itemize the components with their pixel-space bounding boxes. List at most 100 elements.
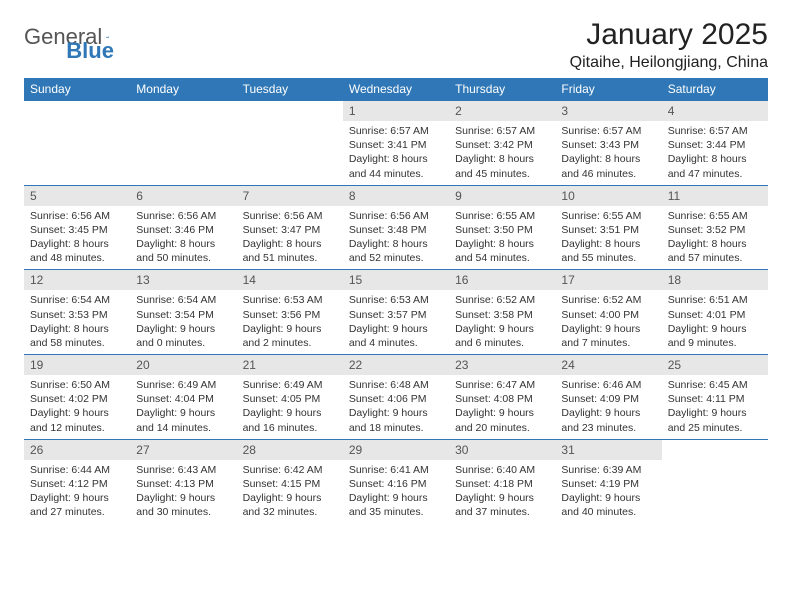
day-number: 31 xyxy=(555,440,661,460)
col-sunday: Sunday xyxy=(24,78,130,101)
calendar-day-cell: 30Sunrise: 6:40 AMSunset: 4:18 PMDayligh… xyxy=(449,439,555,523)
calendar-day-cell: 17Sunrise: 6:52 AMSunset: 4:00 PMDayligh… xyxy=(555,270,661,355)
day-number: 13 xyxy=(130,270,236,290)
day-info: Sunrise: 6:55 AMSunset: 3:50 PMDaylight:… xyxy=(449,206,555,270)
day-info: Sunrise: 6:54 AMSunset: 3:54 PMDaylight:… xyxy=(130,290,236,354)
day-number xyxy=(237,101,343,121)
day-info: Sunrise: 6:53 AMSunset: 3:56 PMDaylight:… xyxy=(237,290,343,354)
calendar-day-cell: 19Sunrise: 6:50 AMSunset: 4:02 PMDayligh… xyxy=(24,355,130,440)
calendar-day-cell: 26Sunrise: 6:44 AMSunset: 4:12 PMDayligh… xyxy=(24,439,130,523)
col-monday: Monday xyxy=(130,78,236,101)
day-number: 4 xyxy=(662,101,768,121)
calendar-day-cell: 6Sunrise: 6:56 AMSunset: 3:46 PMDaylight… xyxy=(130,185,236,270)
day-info: Sunrise: 6:49 AMSunset: 4:04 PMDaylight:… xyxy=(130,375,236,439)
day-info: Sunrise: 6:51 AMSunset: 4:01 PMDaylight:… xyxy=(662,290,768,354)
day-number: 9 xyxy=(449,186,555,206)
day-number: 12 xyxy=(24,270,130,290)
day-info: Sunrise: 6:46 AMSunset: 4:09 PMDaylight:… xyxy=(555,375,661,439)
day-info: Sunrise: 6:40 AMSunset: 4:18 PMDaylight:… xyxy=(449,460,555,524)
header: General Blue January 2025 Qitaihe, Heilo… xyxy=(24,18,768,72)
day-info: Sunrise: 6:56 AMSunset: 3:46 PMDaylight:… xyxy=(130,206,236,270)
day-number: 11 xyxy=(662,186,768,206)
day-number: 5 xyxy=(24,186,130,206)
calendar-day-cell: 15Sunrise: 6:53 AMSunset: 3:57 PMDayligh… xyxy=(343,270,449,355)
calendar-day-cell: 8Sunrise: 6:56 AMSunset: 3:48 PMDaylight… xyxy=(343,185,449,270)
day-info: Sunrise: 6:42 AMSunset: 4:15 PMDaylight:… xyxy=(237,460,343,524)
weekday-header-row: Sunday Monday Tuesday Wednesday Thursday… xyxy=(24,78,768,101)
day-info: Sunrise: 6:50 AMSunset: 4:02 PMDaylight:… xyxy=(24,375,130,439)
day-number: 28 xyxy=(237,440,343,460)
day-info: Sunrise: 6:55 AMSunset: 3:52 PMDaylight:… xyxy=(662,206,768,270)
day-info: Sunrise: 6:44 AMSunset: 4:12 PMDaylight:… xyxy=(24,460,130,524)
calendar-day-cell: 27Sunrise: 6:43 AMSunset: 4:13 PMDayligh… xyxy=(130,439,236,523)
day-number: 20 xyxy=(130,355,236,375)
calendar-page: General Blue January 2025 Qitaihe, Heilo… xyxy=(0,0,792,523)
day-info: Sunrise: 6:41 AMSunset: 4:16 PMDaylight:… xyxy=(343,460,449,524)
day-number: 30 xyxy=(449,440,555,460)
day-number: 25 xyxy=(662,355,768,375)
day-number: 17 xyxy=(555,270,661,290)
calendar-day-cell: 24Sunrise: 6:46 AMSunset: 4:09 PMDayligh… xyxy=(555,355,661,440)
calendar-day-cell: 14Sunrise: 6:53 AMSunset: 3:56 PMDayligh… xyxy=(237,270,343,355)
day-number: 22 xyxy=(343,355,449,375)
calendar-week-row: 1Sunrise: 6:57 AMSunset: 3:41 PMDaylight… xyxy=(24,101,768,186)
page-subtitle: Qitaihe, Heilongjiang, China xyxy=(570,54,768,72)
day-info: Sunrise: 6:55 AMSunset: 3:51 PMDaylight:… xyxy=(555,206,661,270)
day-info: Sunrise: 6:57 AMSunset: 3:41 PMDaylight:… xyxy=(343,121,449,185)
calendar-day-cell: 5Sunrise: 6:56 AMSunset: 3:45 PMDaylight… xyxy=(24,185,130,270)
calendar-day-cell: 12Sunrise: 6:54 AMSunset: 3:53 PMDayligh… xyxy=(24,270,130,355)
day-info: Sunrise: 6:48 AMSunset: 4:06 PMDaylight:… xyxy=(343,375,449,439)
calendar-day-cell xyxy=(662,439,768,523)
calendar-week-row: 19Sunrise: 6:50 AMSunset: 4:02 PMDayligh… xyxy=(24,355,768,440)
calendar-day-cell: 1Sunrise: 6:57 AMSunset: 3:41 PMDaylight… xyxy=(343,101,449,186)
day-number: 1 xyxy=(343,101,449,121)
col-wednesday: Wednesday xyxy=(343,78,449,101)
col-thursday: Thursday xyxy=(449,78,555,101)
day-info: Sunrise: 6:45 AMSunset: 4:11 PMDaylight:… xyxy=(662,375,768,439)
calendar-week-row: 5Sunrise: 6:56 AMSunset: 3:45 PMDaylight… xyxy=(24,185,768,270)
calendar-day-cell: 9Sunrise: 6:55 AMSunset: 3:50 PMDaylight… xyxy=(449,185,555,270)
day-number: 26 xyxy=(24,440,130,460)
day-number: 19 xyxy=(24,355,130,375)
day-info: Sunrise: 6:57 AMSunset: 3:43 PMDaylight:… xyxy=(555,121,661,185)
day-info: Sunrise: 6:52 AMSunset: 4:00 PMDaylight:… xyxy=(555,290,661,354)
day-number: 16 xyxy=(449,270,555,290)
day-info: Sunrise: 6:49 AMSunset: 4:05 PMDaylight:… xyxy=(237,375,343,439)
calendar-day-cell: 20Sunrise: 6:49 AMSunset: 4:04 PMDayligh… xyxy=(130,355,236,440)
calendar-day-cell xyxy=(130,101,236,186)
day-number: 7 xyxy=(237,186,343,206)
day-number: 27 xyxy=(130,440,236,460)
day-number: 18 xyxy=(662,270,768,290)
calendar-day-cell: 11Sunrise: 6:55 AMSunset: 3:52 PMDayligh… xyxy=(662,185,768,270)
day-number xyxy=(662,440,768,460)
calendar-day-cell: 23Sunrise: 6:47 AMSunset: 4:08 PMDayligh… xyxy=(449,355,555,440)
calendar-day-cell: 29Sunrise: 6:41 AMSunset: 4:16 PMDayligh… xyxy=(343,439,449,523)
day-number: 3 xyxy=(555,101,661,121)
day-number xyxy=(130,101,236,121)
day-number: 15 xyxy=(343,270,449,290)
day-number: 21 xyxy=(237,355,343,375)
day-number: 6 xyxy=(130,186,236,206)
day-number: 24 xyxy=(555,355,661,375)
calendar-day-cell: 21Sunrise: 6:49 AMSunset: 4:05 PMDayligh… xyxy=(237,355,343,440)
day-info: Sunrise: 6:47 AMSunset: 4:08 PMDaylight:… xyxy=(449,375,555,439)
day-info: Sunrise: 6:53 AMSunset: 3:57 PMDaylight:… xyxy=(343,290,449,354)
day-info: Sunrise: 6:39 AMSunset: 4:19 PMDaylight:… xyxy=(555,460,661,524)
calendar-day-cell: 18Sunrise: 6:51 AMSunset: 4:01 PMDayligh… xyxy=(662,270,768,355)
day-info: Sunrise: 6:56 AMSunset: 3:47 PMDaylight:… xyxy=(237,206,343,270)
calendar-week-row: 26Sunrise: 6:44 AMSunset: 4:12 PMDayligh… xyxy=(24,439,768,523)
col-friday: Friday xyxy=(555,78,661,101)
calendar-day-cell: 10Sunrise: 6:55 AMSunset: 3:51 PMDayligh… xyxy=(555,185,661,270)
calendar-day-cell: 31Sunrise: 6:39 AMSunset: 4:19 PMDayligh… xyxy=(555,439,661,523)
calendar-day-cell xyxy=(237,101,343,186)
day-info: Sunrise: 6:52 AMSunset: 3:58 PMDaylight:… xyxy=(449,290,555,354)
col-saturday: Saturday xyxy=(662,78,768,101)
calendar-day-cell: 28Sunrise: 6:42 AMSunset: 4:15 PMDayligh… xyxy=(237,439,343,523)
day-info: Sunrise: 6:57 AMSunset: 3:44 PMDaylight:… xyxy=(662,121,768,185)
day-number: 14 xyxy=(237,270,343,290)
calendar-day-cell: 4Sunrise: 6:57 AMSunset: 3:44 PMDaylight… xyxy=(662,101,768,186)
calendar-table: Sunday Monday Tuesday Wednesday Thursday… xyxy=(24,78,768,523)
logo-text-2: Blue xyxy=(66,38,114,64)
day-number xyxy=(24,101,130,121)
logo: General Blue xyxy=(24,18,176,50)
